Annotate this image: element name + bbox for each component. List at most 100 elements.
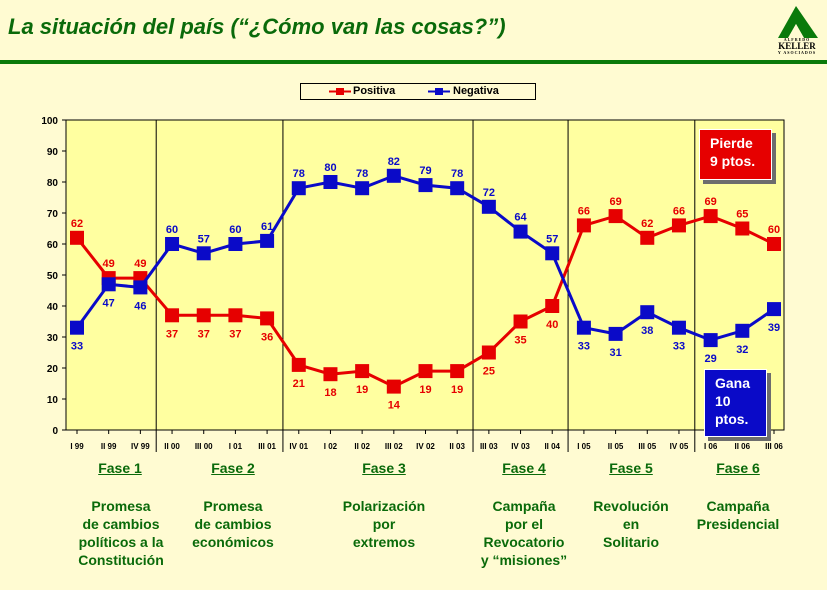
data-label-positive-8: 18 bbox=[324, 387, 336, 399]
data-point-negative-10 bbox=[386, 168, 401, 183]
phase-2-description: Promesa de cambios económicos bbox=[192, 498, 274, 550]
data-point-negative-5 bbox=[228, 237, 243, 251]
data-point-negative-11 bbox=[418, 178, 433, 193]
y-tick-label-20: 20 bbox=[47, 364, 59, 375]
data-point-negative-15 bbox=[545, 246, 560, 261]
data-label-positive-6: 36 bbox=[261, 331, 273, 343]
data-point-positive-0 bbox=[70, 230, 84, 245]
data-label-positive-7: 21 bbox=[293, 378, 305, 390]
x-tick-label-20: I 06 bbox=[704, 442, 718, 451]
y-tick-label-60: 60 bbox=[47, 240, 59, 251]
callout-gana-line3: ptos. bbox=[715, 411, 749, 427]
data-label-positive-11: 19 bbox=[419, 384, 431, 396]
data-point-negative-2 bbox=[133, 280, 148, 295]
data-label-positive-15: 40 bbox=[546, 319, 558, 331]
data-point-positive-8 bbox=[323, 367, 338, 382]
data-label-negative-15: 57 bbox=[546, 233, 558, 245]
x-tick-label-19: IV 05 bbox=[670, 442, 689, 451]
x-tick-label-18: III 05 bbox=[638, 442, 656, 451]
data-point-negative-20 bbox=[703, 333, 718, 348]
data-label-negative-2: 46 bbox=[134, 300, 146, 312]
data-point-positive-16 bbox=[576, 218, 591, 233]
data-point-positive-9 bbox=[355, 364, 370, 379]
data-point-negative-6 bbox=[260, 233, 275, 248]
data-point-positive-15 bbox=[545, 299, 560, 313]
data-label-positive-2: 49 bbox=[134, 258, 146, 270]
phase-5-description: Revolución en Solitario bbox=[593, 498, 669, 550]
data-label-negative-8: 80 bbox=[324, 162, 336, 174]
negative-legend-marker bbox=[428, 88, 450, 95]
data-label-positive-0: 62 bbox=[71, 218, 83, 230]
data-label-positive-19: 66 bbox=[673, 205, 685, 217]
legend-label-negative: Negativa bbox=[453, 85, 499, 97]
data-point-negative-1 bbox=[101, 277, 116, 292]
data-point-negative-22 bbox=[767, 302, 781, 317]
data-label-positive-17: 69 bbox=[609, 196, 621, 208]
phase-1-description: Promesa de cambios políticos a la Constituc… bbox=[78, 498, 164, 568]
phase-3-description: Polarización por extremos bbox=[342, 498, 426, 550]
data-label-positive-9: 19 bbox=[356, 384, 368, 396]
x-tick-label-15: II 04 bbox=[544, 442, 560, 451]
data-point-positive-20 bbox=[703, 209, 718, 224]
data-point-positive-13 bbox=[481, 345, 496, 360]
data-label-negative-11: 79 bbox=[419, 165, 431, 177]
positive-legend-marker bbox=[329, 88, 351, 95]
data-label-negative-4: 57 bbox=[198, 233, 210, 245]
data-label-negative-21: 32 bbox=[736, 344, 748, 356]
data-label-negative-18: 38 bbox=[641, 325, 653, 337]
data-label-negative-22: 39 bbox=[768, 322, 780, 334]
header-rule bbox=[0, 60, 827, 64]
data-label-positive-5: 37 bbox=[229, 328, 241, 340]
data-point-negative-9 bbox=[355, 181, 370, 196]
x-tick-label-10: III 02 bbox=[385, 442, 403, 451]
data-label-positive-21: 65 bbox=[736, 209, 748, 221]
data-point-negative-18 bbox=[640, 305, 655, 320]
data-point-negative-8 bbox=[323, 175, 338, 189]
callout-gana-line2: 10 bbox=[715, 393, 731, 409]
data-point-negative-3 bbox=[165, 237, 180, 251]
x-tick-label-0: I 99 bbox=[70, 442, 84, 451]
data-label-negative-14: 64 bbox=[514, 212, 527, 224]
data-label-negative-17: 31 bbox=[609, 347, 621, 359]
data-label-negative-13: 72 bbox=[483, 187, 495, 199]
phase-1-label: Fase 1 bbox=[98, 460, 142, 476]
y-tick-label-50: 50 bbox=[47, 271, 59, 282]
phase-6-label: Fase 6 bbox=[716, 460, 760, 476]
data-point-negative-17 bbox=[608, 326, 623, 341]
data-point-negative-12 bbox=[450, 181, 465, 196]
data-point-positive-5 bbox=[228, 308, 243, 323]
data-point-positive-6 bbox=[260, 311, 275, 326]
data-label-negative-1: 47 bbox=[103, 297, 115, 309]
data-point-positive-10 bbox=[386, 379, 401, 394]
data-label-negative-5: 60 bbox=[229, 224, 241, 236]
logo-text: ALFREDO KELLER Y ASOCIADOS bbox=[777, 37, 817, 55]
phase-2-label: Fase 2 bbox=[211, 460, 255, 476]
data-point-positive-21 bbox=[735, 221, 750, 236]
data-point-positive-22 bbox=[767, 237, 781, 251]
data-label-positive-13: 25 bbox=[483, 366, 495, 378]
x-tick-label-7: IV 01 bbox=[289, 442, 308, 451]
x-tick-label-21: II 06 bbox=[735, 442, 751, 451]
data-point-positive-14 bbox=[513, 314, 528, 329]
callout-pierde-line1: Pierde bbox=[710, 135, 753, 151]
data-label-positive-16: 66 bbox=[578, 205, 590, 217]
data-point-positive-7 bbox=[291, 357, 306, 372]
x-tick-label-6: III 01 bbox=[258, 442, 276, 451]
x-tick-label-22: III 06 bbox=[765, 442, 783, 451]
chart-legend: Positiva Negativa bbox=[300, 83, 536, 100]
data-point-negative-13 bbox=[481, 199, 496, 214]
data-label-negative-7: 78 bbox=[293, 168, 305, 180]
data-label-negative-16: 33 bbox=[578, 341, 590, 353]
callout-pierde: Pierde 9 ptos. bbox=[699, 129, 772, 180]
data-label-positive-20: 69 bbox=[705, 196, 717, 208]
x-tick-label-9: II 02 bbox=[354, 442, 370, 451]
data-point-negative-19 bbox=[671, 320, 686, 335]
line-chart: 0 10 20 30 40 50 60 70 80 90 100 I 99 II 99 IV 99 II 0… bbox=[41, 116, 785, 452]
data-point-negative-21 bbox=[735, 323, 750, 338]
x-tick-label-16: I 05 bbox=[577, 442, 591, 451]
x-tick-label-5: I 01 bbox=[229, 442, 243, 451]
phase-4-label: Fase 4 bbox=[502, 460, 546, 476]
data-point-negative-14 bbox=[513, 224, 528, 239]
data-point-positive-12 bbox=[450, 364, 465, 379]
x-tick-label-12: II 03 bbox=[449, 442, 465, 451]
